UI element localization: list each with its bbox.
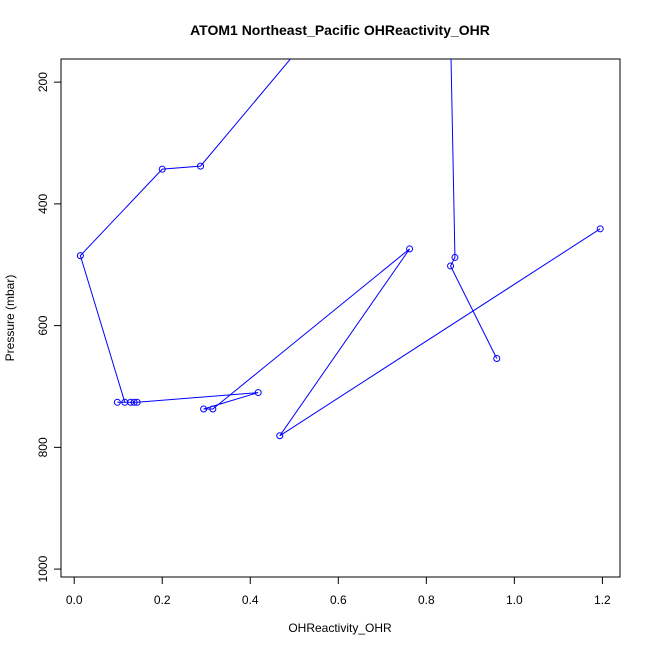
data-point	[200, 405, 208, 413]
data-point	[254, 389, 262, 397]
series-line	[79, 59, 601, 437]
x-tick-label: 0.6	[330, 593, 347, 607]
data-point	[596, 225, 604, 233]
plot-area	[76, 59, 604, 440]
y-tick-label: 400	[36, 194, 50, 214]
y-axis-label: Pressure (mbar)	[3, 275, 17, 362]
chart-title: ATOM1 Northeast_Pacific OHReactivity_OHR	[190, 22, 490, 38]
x-tick-label: 0.2	[154, 593, 171, 607]
x-tick-label: 1.2	[594, 593, 611, 607]
data-point	[276, 432, 284, 440]
y-tick-label: 1000	[36, 555, 50, 582]
y-axis: 200 400 600 800 1000	[36, 72, 61, 582]
data-point	[447, 262, 455, 270]
y-tick-label: 800	[36, 437, 50, 457]
data-point	[76, 252, 84, 260]
data-point	[133, 398, 141, 406]
x-tick-label: 0.0	[66, 593, 83, 607]
data-point	[158, 165, 166, 173]
y-tick-label: 600	[36, 315, 50, 335]
plot-frame	[60, 58, 621, 578]
data-point	[451, 253, 459, 261]
x-tick-label: 0.4	[242, 593, 259, 607]
y-tick-label: 200	[36, 72, 50, 92]
data-point	[113, 398, 121, 406]
x-axis: 0.0 0.2 0.4 0.6 0.8 1.0 1.2	[66, 577, 611, 607]
x-tick-label: 1.0	[506, 593, 523, 607]
data-point	[197, 162, 205, 170]
data-point	[406, 245, 414, 253]
data-point	[127, 398, 135, 406]
data-point	[130, 398, 138, 406]
x-tick-label: 0.8	[418, 593, 435, 607]
x-axis-label: OHReactivity_OHR	[288, 621, 392, 635]
data-point	[209, 405, 217, 413]
data-point	[493, 354, 501, 362]
